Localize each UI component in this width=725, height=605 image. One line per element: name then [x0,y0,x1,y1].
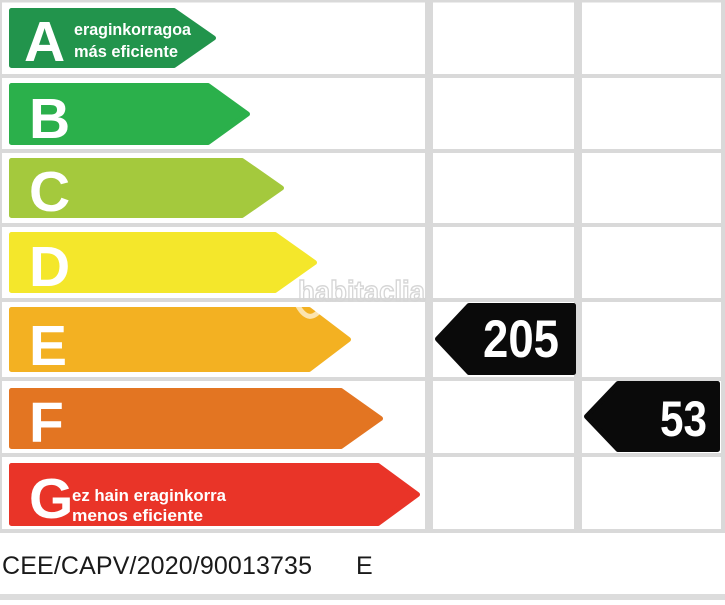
svg-text:B: B [29,87,70,151]
svg-text:CEE/CAPV/2020/90013735: CEE/CAPV/2020/90013735 [2,552,312,580]
svg-text:D: D [29,235,70,299]
svg-text:205: 205 [483,310,559,369]
svg-text:eraginkorragoa: eraginkorragoa [74,20,192,39]
svg-text:E: E [356,552,373,580]
svg-text:menos eficiente: menos eficiente [72,506,203,525]
svg-text:F: F [29,391,64,455]
svg-text:ez hain eraginkorra: ez hain eraginkorra [72,486,227,505]
svg-text:más eficiente: más eficiente [74,42,178,61]
svg-text:A: A [24,10,65,74]
svg-text:C: C [29,160,70,224]
svg-text:53: 53 [660,391,707,447]
svg-text:G: G [29,467,73,531]
svg-text:habitaclia: habitaclia [298,276,426,308]
svg-text:E: E [29,314,67,378]
